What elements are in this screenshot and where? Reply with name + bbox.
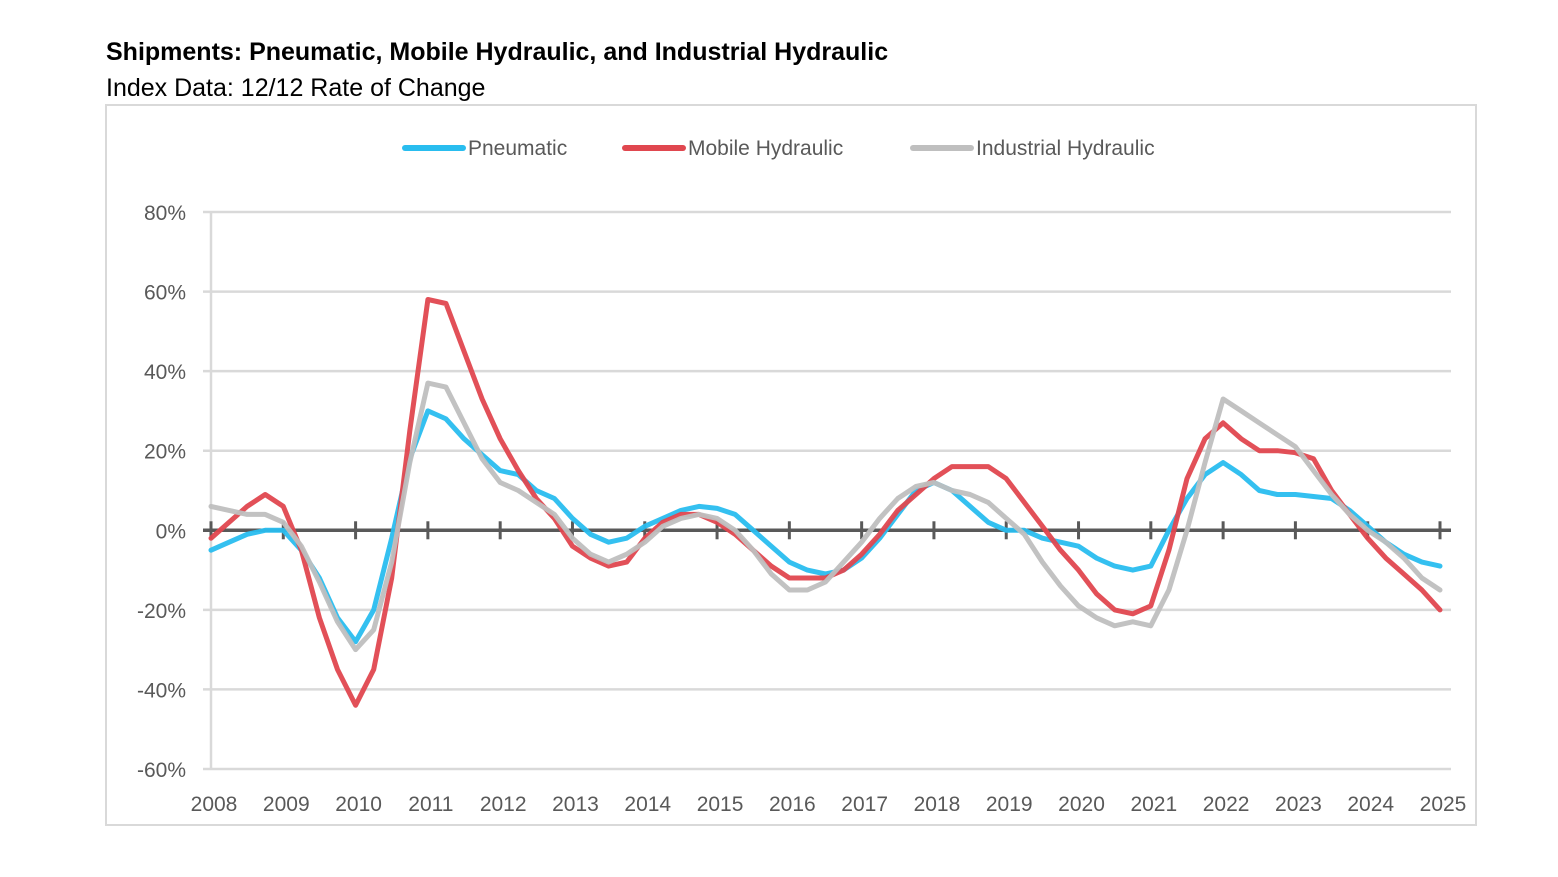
x-tick-label: 2011 xyxy=(408,793,453,816)
x-tick-label: 2020 xyxy=(1058,793,1105,816)
x-tick-label: 2025 xyxy=(1420,793,1467,816)
series-line-industrial-hydraulic xyxy=(208,380,1443,653)
axes: 80% 60% 40% 20% 0% -20% -40% -60%2008 2009 2010 20… xyxy=(137,202,1466,816)
x-tick-label: 2009 xyxy=(263,793,310,816)
series-lines xyxy=(208,297,1443,708)
y-tick-label: 20% xyxy=(144,441,186,464)
y-tick-label: 0% xyxy=(156,520,186,543)
x-tick-label: 2015 xyxy=(697,793,744,816)
x-tick-label: 2008 xyxy=(191,793,238,816)
x-tick-label: 2023 xyxy=(1275,793,1322,816)
legend-label: Pneumatic xyxy=(468,137,567,160)
legend-item: Industrial Hydraulic xyxy=(910,137,1155,160)
x-tick-label: 2021 xyxy=(1130,793,1177,816)
legend-label: Industrial Hydraulic xyxy=(976,137,1155,160)
x-tick-label: 2017 xyxy=(841,793,888,816)
chart-subtitle: Index Data: 12/12 Rate of Change xyxy=(106,74,486,102)
legend-label: Mobile Hydraulic xyxy=(688,137,843,160)
legend-item: Mobile Hydraulic xyxy=(622,137,843,160)
y-tick-label: 40% xyxy=(144,361,186,384)
y-tick-label: 60% xyxy=(144,282,186,305)
x-tick-label: 2013 xyxy=(552,793,599,816)
y-tick-label: 80% xyxy=(144,202,186,225)
chart-frame xyxy=(105,104,1477,826)
chart-title: Shipments: Pneumatic, Mobile Hydraulic, … xyxy=(106,38,889,66)
y-tick-label: -40% xyxy=(137,679,186,702)
series-line-mobile-hydraulic xyxy=(208,297,1443,708)
x-tick-label: 2024 xyxy=(1347,793,1394,816)
x-tick-label: 2014 xyxy=(624,793,671,816)
legend: Pneumatic Mobile Hydraulic Industrial Hydr… xyxy=(402,137,1155,160)
x-tick-label: 2016 xyxy=(769,793,816,816)
x-tick-label: 2022 xyxy=(1203,793,1250,816)
gridlines xyxy=(203,210,1451,771)
x-tick-label: 2019 xyxy=(986,793,1033,816)
x-tick-label: 2012 xyxy=(480,793,527,816)
x-tick-label: 2018 xyxy=(914,793,961,816)
x-tick-label: 2010 xyxy=(335,793,382,816)
y-tick-label: -60% xyxy=(137,759,186,782)
y-tick-label: -20% xyxy=(137,600,186,623)
legend-item: Pneumatic xyxy=(402,137,567,160)
